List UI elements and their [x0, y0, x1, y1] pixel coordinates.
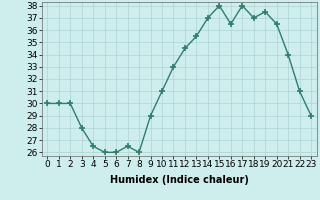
X-axis label: Humidex (Indice chaleur): Humidex (Indice chaleur) — [110, 175, 249, 185]
